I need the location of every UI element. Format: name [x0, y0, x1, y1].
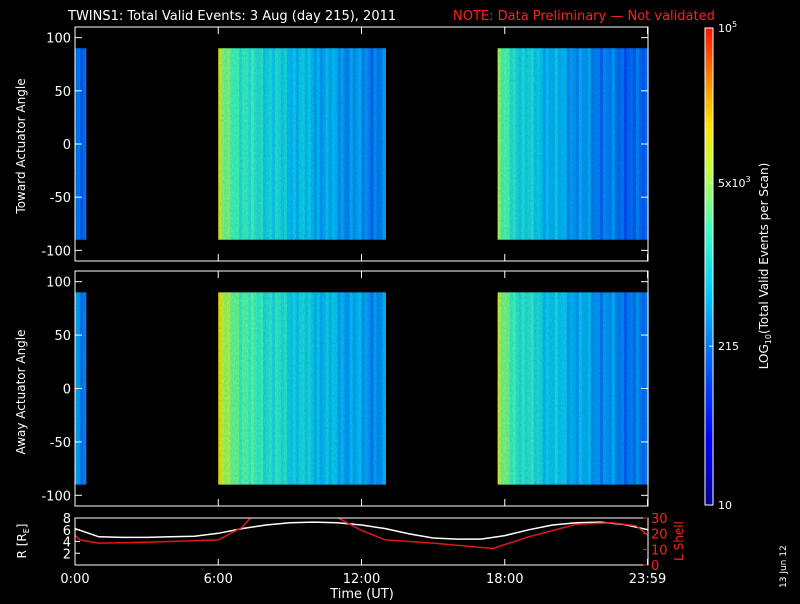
- x-tick-label: 0:00: [60, 572, 89, 587]
- toward-ylabel: Toward Actuator Angle: [14, 78, 28, 214]
- x-tick-label: 6:00: [204, 572, 233, 587]
- colorbar-tick-label: 105: [718, 20, 737, 35]
- l-shell-line: [75, 518, 648, 550]
- texture-overlay: [218, 292, 386, 485]
- right-tick-label: 30: [651, 512, 668, 527]
- x-tick-label: 23:59: [629, 572, 666, 587]
- y-tick-label: 100: [46, 276, 71, 291]
- colorbar-tick-label: 10: [718, 499, 732, 512]
- right-tick-label: 20: [651, 528, 668, 543]
- colorbar-tick-label: 215: [718, 340, 739, 353]
- y-tick-label: -100: [41, 489, 71, 504]
- texture-overlay: [497, 292, 648, 485]
- y-tick-label: 0: [63, 138, 71, 153]
- orbit-right-ylabel: L Shell: [672, 521, 686, 561]
- left-tick-label: 4: [63, 536, 71, 551]
- left-tick-label: 2: [63, 547, 71, 562]
- colorbar-tick-label: 5x103: [718, 175, 751, 190]
- away-ylabel: Away Actuator Angle: [14, 329, 28, 454]
- orbit-xlabel: Time (UT): [329, 587, 394, 600]
- y-tick-label: 100: [46, 32, 71, 47]
- y-tick-label: 50: [54, 329, 71, 344]
- y-tick-label: 50: [54, 85, 71, 100]
- left-tick-label: 8: [63, 512, 71, 527]
- right-tick-label: 10: [651, 543, 668, 558]
- texture-overlay: [497, 48, 648, 240]
- orbit-left-ylabel: R [RE]: [15, 524, 31, 559]
- data-interval: [497, 48, 649, 240]
- preliminary-note: NOTE: Data Preliminary — Not validated: [453, 9, 715, 24]
- data-interval: [218, 292, 386, 485]
- left-tick-label: 6: [63, 524, 71, 539]
- data-interval: [497, 292, 649, 485]
- toward-panel: 100 50 0 -50 -100: [41, 26, 649, 262]
- figure-title: TWINS1: Total Valid Events: 3 Aug (day 2…: [67, 9, 396, 24]
- y-tick-label: -100: [41, 244, 71, 259]
- colorbar-gradient: [705, 28, 713, 505]
- right-tick-label: 0: [651, 559, 659, 574]
- y-tick-label: -50: [50, 436, 71, 451]
- colorbar: 105 5x103 215 10: [704, 20, 751, 512]
- date-stamp: 13 Jun 12: [779, 545, 789, 588]
- radial-distance-line: [75, 521, 648, 540]
- y-tick-label: -50: [50, 191, 71, 206]
- data-interval: [218, 48, 386, 240]
- away-panel: 100 50 0 -50 -100: [41, 270, 649, 507]
- x-tick-label: 18:00: [486, 572, 523, 587]
- colorbar-label: LOG10(Total Valid Events per Scan): [757, 163, 773, 370]
- texture-overlay: [218, 48, 386, 240]
- x-tick-label: 12:00: [343, 572, 380, 587]
- y-tick-label: 0: [63, 383, 71, 398]
